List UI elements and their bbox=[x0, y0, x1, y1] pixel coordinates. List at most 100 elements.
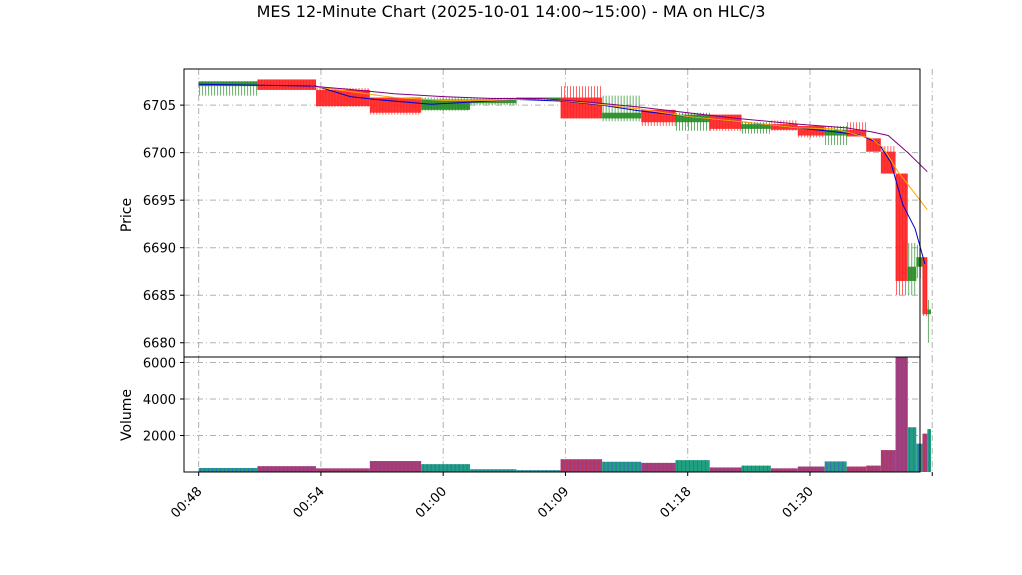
candle bbox=[257, 79, 317, 90]
candle bbox=[866, 138, 881, 152]
volume-bar bbox=[797, 466, 825, 472]
x-tick-label: 01:18 bbox=[657, 484, 694, 521]
moving-average-lines bbox=[198, 83, 928, 265]
candle-body bbox=[369, 97, 422, 113]
volume-bar-body bbox=[316, 468, 370, 472]
candle bbox=[602, 95, 642, 122]
volume-bar-body bbox=[916, 443, 923, 472]
ma-line bbox=[311, 85, 928, 211]
candle bbox=[198, 81, 258, 96]
volume-panel: 2000 4000 6000 Volume bbox=[119, 356, 933, 473]
volume-bar bbox=[907, 427, 917, 472]
x-tick-label: 01:09 bbox=[535, 484, 572, 521]
candle bbox=[846, 122, 867, 137]
volume-bar-body bbox=[641, 462, 676, 472]
price-tick-label: 6700 bbox=[143, 147, 176, 162]
candle bbox=[641, 109, 676, 127]
volume-bar-body bbox=[770, 468, 798, 472]
ma-line bbox=[198, 83, 926, 265]
volume-bar bbox=[675, 460, 710, 472]
volume-tick-label: 2000 bbox=[143, 429, 176, 444]
volume-bar-body bbox=[709, 467, 742, 472]
x-tick-label: 01:30 bbox=[780, 484, 817, 521]
volume-bar-body bbox=[880, 450, 896, 472]
price-tick-label: 6705 bbox=[143, 99, 176, 114]
volume-bar bbox=[421, 464, 471, 472]
candle-body bbox=[421, 99, 471, 110]
candle bbox=[907, 242, 917, 296]
price-tick-label: 6690 bbox=[143, 242, 176, 257]
volume-y-ticks: 2000 4000 6000 bbox=[143, 356, 184, 444]
volume-bar-body bbox=[198, 467, 258, 472]
candle-body bbox=[916, 257, 923, 267]
candle-body bbox=[470, 99, 517, 104]
chart-title: MES 12-Minute Chart (2025-10-01 14:00~15… bbox=[257, 2, 766, 21]
candle-body bbox=[741, 124, 771, 129]
candle bbox=[922, 257, 928, 317]
candle bbox=[369, 97, 422, 115]
volume-bar-body bbox=[470, 469, 517, 472]
price-tick-label: 6695 bbox=[143, 194, 176, 209]
volume-bar bbox=[369, 461, 422, 472]
volume-bar bbox=[641, 462, 676, 472]
candle-body bbox=[880, 151, 896, 174]
volume-bar bbox=[741, 465, 771, 472]
volume-tick-label: 4000 bbox=[143, 393, 176, 408]
candle-body bbox=[846, 129, 867, 137]
volume-bar-body bbox=[421, 464, 471, 472]
candle bbox=[741, 122, 771, 134]
volume-bar-body bbox=[907, 427, 917, 472]
candle-body bbox=[602, 112, 642, 119]
volume-tick-label: 6000 bbox=[143, 356, 176, 371]
price-tick-label: 6680 bbox=[143, 337, 176, 352]
volume-bar bbox=[846, 466, 867, 472]
price-axis-label: Price bbox=[119, 198, 135, 232]
volume-bar bbox=[602, 461, 642, 472]
price-grid bbox=[184, 69, 933, 357]
volume-bar bbox=[922, 433, 928, 472]
x-tick-label: 00:48 bbox=[168, 484, 205, 521]
candle-body bbox=[824, 129, 847, 136]
candle-body bbox=[257, 79, 317, 90]
volume-bar bbox=[824, 461, 847, 472]
ma-line bbox=[311, 85, 928, 173]
candle bbox=[895, 173, 908, 296]
x-tick-label: 01:00 bbox=[413, 484, 450, 521]
volume-bar bbox=[927, 429, 932, 472]
candle-body bbox=[770, 124, 798, 130]
volume-bar bbox=[916, 443, 923, 472]
volume-bar-body bbox=[602, 461, 642, 472]
candle-body bbox=[198, 81, 258, 87]
volume-bars bbox=[198, 357, 932, 472]
volume-bar bbox=[880, 450, 896, 472]
candle-body bbox=[675, 114, 710, 123]
volume-bar bbox=[770, 468, 798, 472]
volume-bar-body bbox=[257, 466, 317, 472]
x-tick-label: 00:54 bbox=[291, 484, 328, 521]
volume-bar bbox=[198, 467, 258, 472]
candle-body bbox=[866, 138, 881, 152]
volume-bar bbox=[895, 357, 908, 472]
candle-body bbox=[922, 257, 928, 315]
price-tick-label: 6685 bbox=[143, 289, 176, 304]
volume-bar-body bbox=[741, 465, 771, 472]
volume-bar bbox=[560, 459, 603, 472]
candle-body bbox=[927, 309, 932, 315]
volume-axis-label: Volume bbox=[119, 389, 135, 441]
price-y-ticks: 6680 6685 6690 6695 6700 6705 bbox=[143, 99, 184, 352]
volume-bar bbox=[709, 467, 742, 472]
candle-body bbox=[895, 173, 908, 281]
candle-body bbox=[907, 266, 917, 281]
volume-bar bbox=[257, 466, 317, 472]
price-candles bbox=[198, 79, 932, 343]
candle bbox=[916, 244, 923, 279]
volume-bar-body bbox=[797, 466, 825, 472]
candle-body bbox=[316, 89, 370, 107]
x-axis-ticks: 00:48 00:54 01:00 01:09 01:18 01:30 bbox=[168, 472, 933, 521]
volume-bar bbox=[316, 468, 370, 472]
volume-bar-body bbox=[675, 460, 710, 472]
volume-bar-body bbox=[866, 465, 881, 472]
price-panel: 6680 6685 6690 6695 6700 6705 Price bbox=[119, 68, 933, 358]
